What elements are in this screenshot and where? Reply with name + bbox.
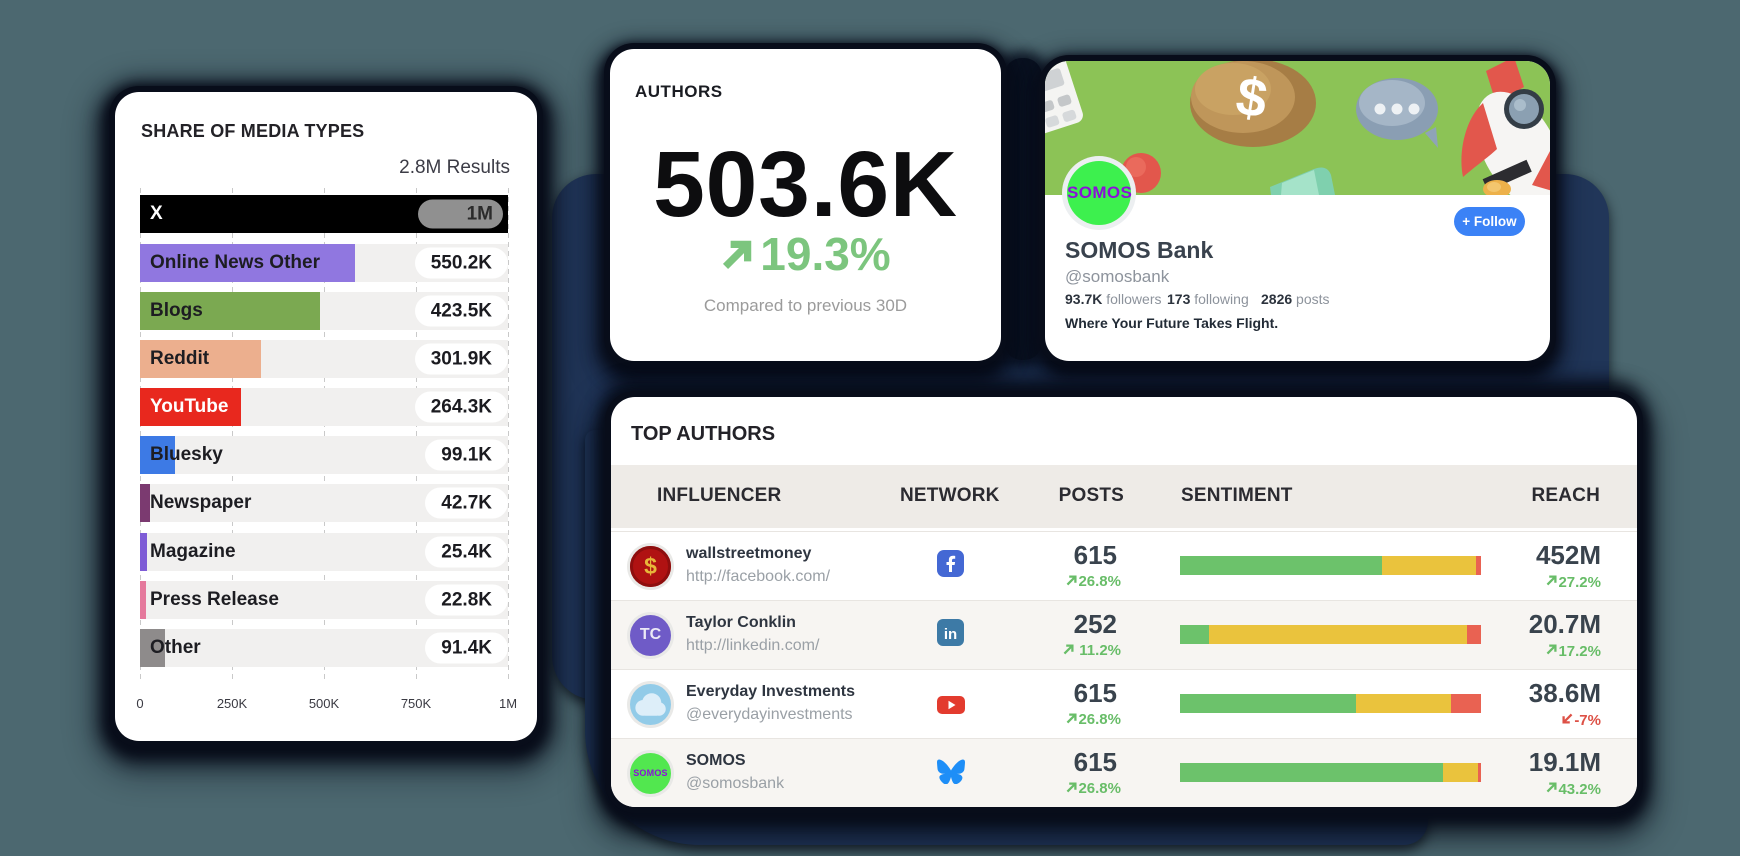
svg-text:in: in <box>944 626 957 643</box>
